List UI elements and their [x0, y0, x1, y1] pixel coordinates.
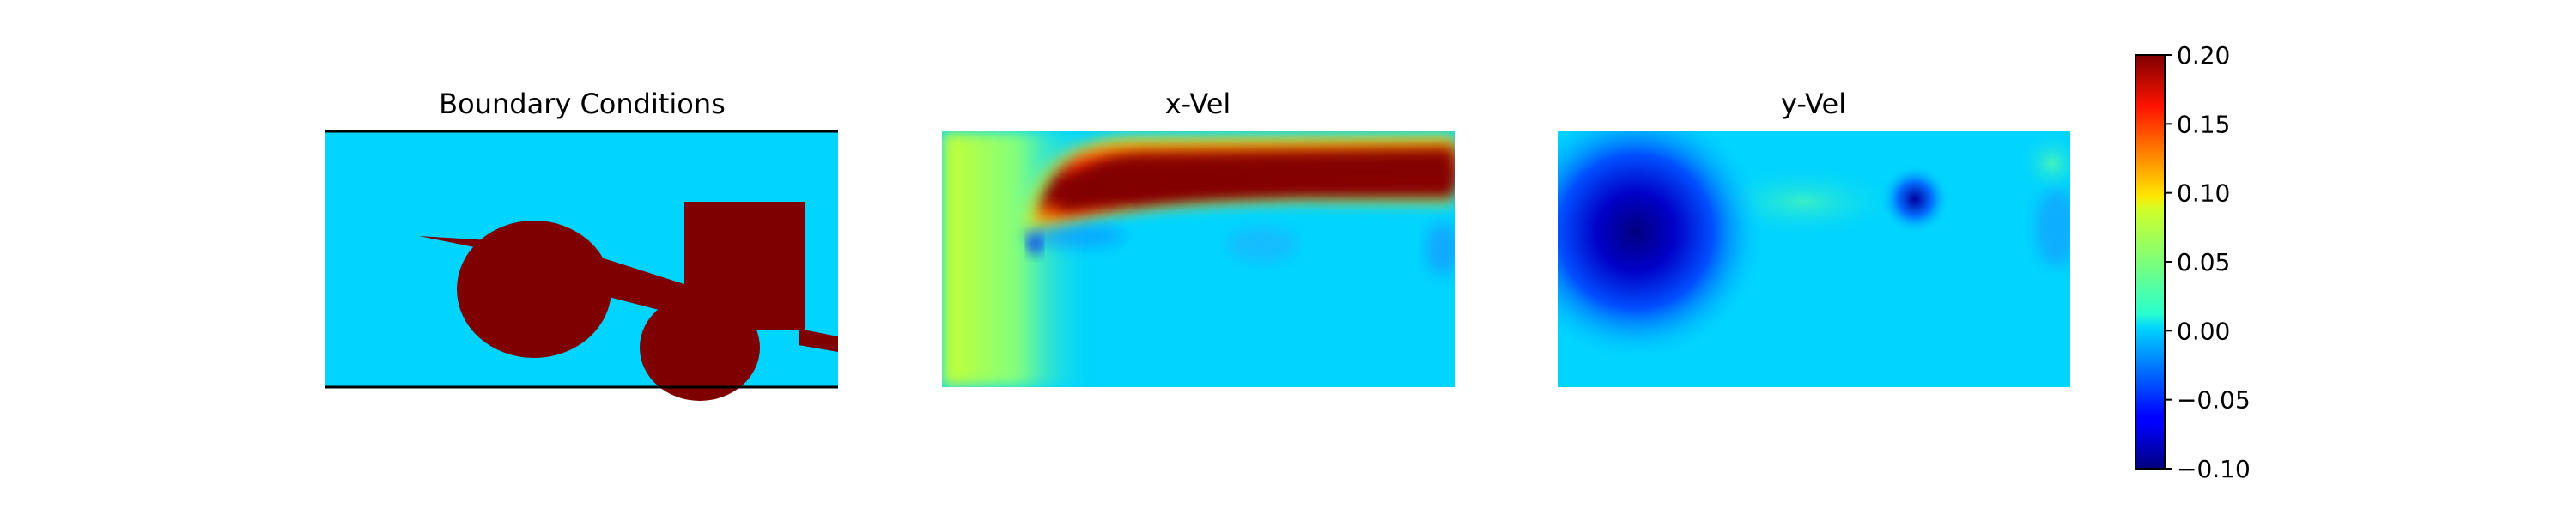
- colorbar-tick-label: 0.10: [2177, 179, 2230, 208]
- colorbar-tick-label: 0.20: [2177, 41, 2230, 70]
- y-vel-wake: [2035, 189, 2070, 266]
- x-vel-wake-1: [1022, 224, 1125, 248]
- colorbar-tick-label: −0.10: [2177, 455, 2251, 483]
- colorbar: −0.10 −0.05 0.00 0.05 0.10 0.15 0.20: [2135, 41, 2251, 483]
- panel-boundary-conditions: Boundary Conditions: [325, 88, 838, 401]
- y-vel-vortex-small: [1880, 165, 1949, 233]
- x-vel-jet-core: [1058, 148, 1455, 210]
- colorbar-tick-label: 0.00: [2177, 317, 2230, 345]
- panel-title-boundary: Boundary Conditions: [439, 88, 726, 120]
- panel-y-vel: y-Vel: [1558, 88, 2070, 387]
- panel-title-y-vel: y-Vel: [1781, 88, 1846, 120]
- y-vel-positive-right: [2018, 131, 2070, 197]
- panel-title-x-vel: x-Vel: [1165, 88, 1231, 120]
- obstacle-circle-right: [640, 294, 760, 401]
- y-vel-vortex-main: [1558, 131, 1765, 360]
- panel-x-vel: x-Vel: [942, 88, 1455, 387]
- x-vel-low-spot: [1028, 236, 1042, 253]
- obstacle-circle-left: [457, 221, 611, 358]
- boundary-obstacles: [419, 202, 838, 401]
- obstacle-bar: [601, 258, 687, 316]
- colorbar-tick-label: −0.05: [2177, 386, 2251, 415]
- colorbar-ticks: −0.10 −0.05 0.00 0.05 0.10 0.15 0.20: [2165, 41, 2251, 483]
- x-vel-wake-2: [1228, 227, 1297, 262]
- colorbar-tick-label: 0.15: [2177, 110, 2230, 138]
- obstacle-wedge: [799, 329, 838, 352]
- colorbar-tick-label: 0.05: [2177, 248, 2230, 276]
- colorbar-gradient: [2135, 54, 2166, 470]
- x-vel-wake-3: [1425, 223, 1455, 275]
